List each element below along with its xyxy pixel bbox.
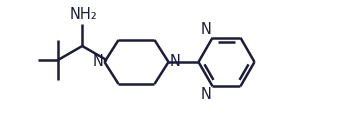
Text: NH₂: NH₂	[70, 7, 97, 22]
Text: N: N	[201, 22, 211, 37]
Text: N: N	[201, 87, 211, 102]
Text: N: N	[93, 54, 103, 69]
Text: N: N	[170, 54, 180, 69]
